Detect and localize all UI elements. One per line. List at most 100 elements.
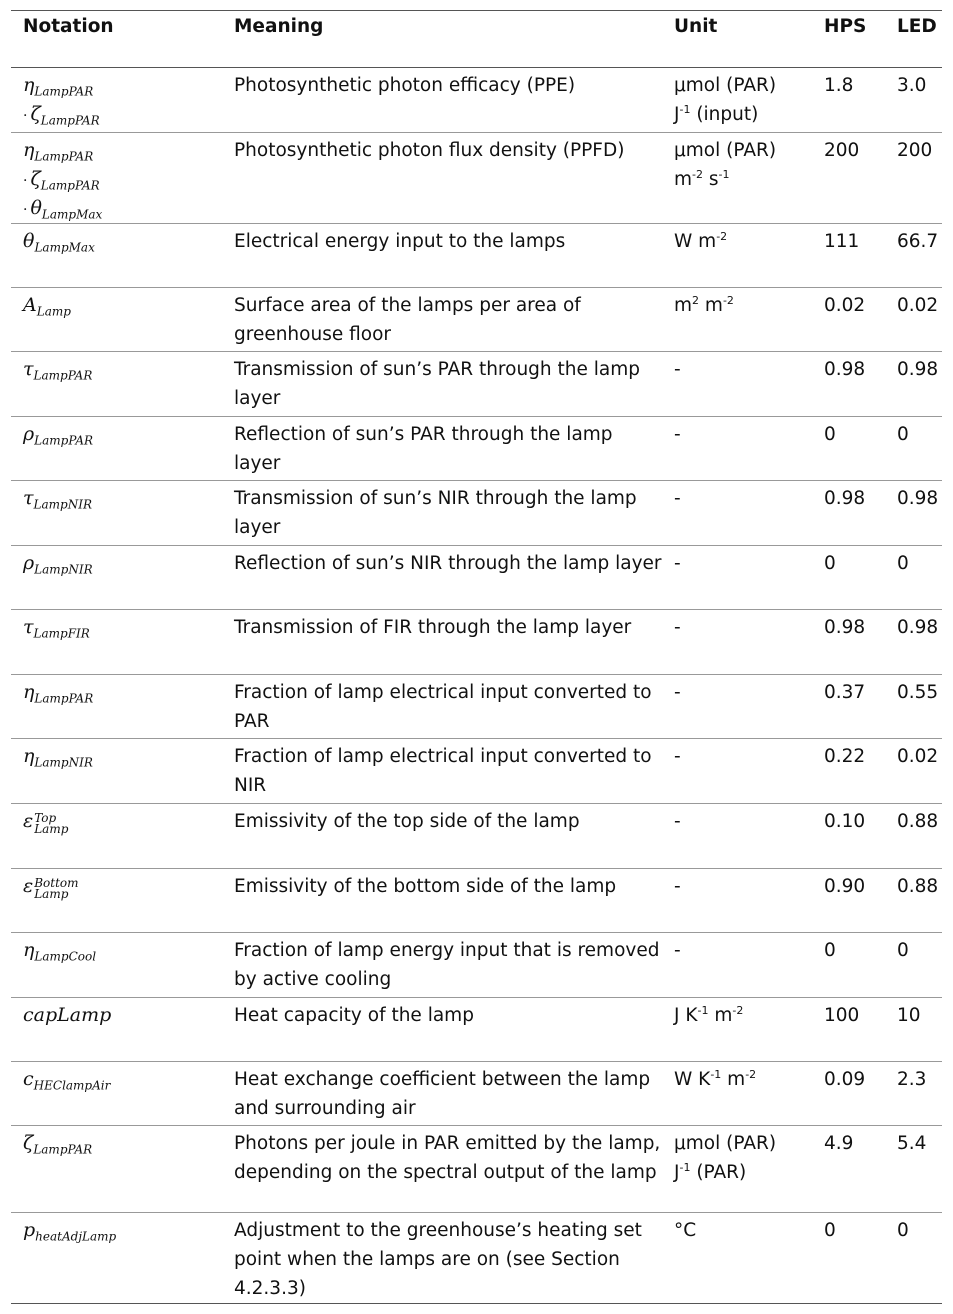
unit-line: - — [674, 420, 812, 449]
notation-subscript: LampMax — [41, 207, 103, 222]
notation-line: ηLampNIR — [23, 742, 222, 771]
notation-subscript: LampFIR — [33, 626, 90, 641]
led-value: 10 — [885, 997, 942, 1062]
notation-cell: ηLampPAR · ζLampPAR · θLampMax — [11, 132, 222, 224]
unit-cell: J K-1 m-2 — [662, 997, 812, 1062]
notation-symbol: ζ — [30, 103, 41, 125]
meaning-cell: Surface area of the lamps per area of gr… — [222, 287, 662, 352]
notation-symbol: θ — [23, 230, 35, 252]
unit-line: μmol (PAR) — [674, 136, 812, 165]
notation-symbol: η — [23, 74, 35, 96]
notation-symbol: ε — [23, 810, 34, 832]
table-row: ηLampPAR · ζLampPAR Photosynthetic photon e… — [11, 67, 942, 133]
unit-text: - — [674, 746, 681, 767]
unit-cell: μmol (PAR) J-1 (PAR) — [662, 1125, 812, 1213]
notation-cell: θLampMax — [11, 223, 222, 288]
meaning-cell: Fraction of lamp energy input that is re… — [222, 932, 662, 998]
unit-cell: - — [662, 416, 812, 481]
table-body: ηLampPAR · ζLampPAR Photosynthetic photon e… — [11, 67, 942, 1304]
notation-line: ε Top Lamp — [23, 807, 222, 836]
notation-cell: ALamp — [11, 287, 222, 352]
notation-symbol: τ — [23, 487, 34, 509]
unit-line: μmol (PAR) — [674, 1129, 812, 1158]
unit-cell: - — [662, 803, 812, 869]
notation-subscript: LampPAR — [33, 368, 93, 383]
notation-cell: ε Bottom Lamp — [11, 868, 222, 933]
hps-value: 0 — [812, 932, 885, 998]
led-value: 0.98 — [885, 480, 942, 546]
middle-dot: · — [23, 173, 28, 189]
meaning-cell: Reflection of sun’s PAR through the lamp… — [222, 416, 662, 481]
notation-symbol: τ — [23, 616, 34, 638]
unit-text: m — [721, 1069, 746, 1090]
notation-subscript: LampNIR — [33, 497, 92, 512]
notation-line: ρLampPAR — [23, 420, 222, 449]
unit-line: - — [674, 742, 812, 771]
table-row: ηLampPAR · ζLampPAR · θLampMax Photosynthetic… — [11, 132, 942, 224]
notation-subscript: LampPAR — [34, 433, 94, 448]
notation-cell: ηLampPAR — [11, 674, 222, 739]
notation-cell: ε Top Lamp — [11, 803, 222, 869]
unit-cell: - — [662, 480, 812, 546]
table-row: τLampPAR Transmission of sun’s PAR throug… — [11, 351, 942, 417]
unit-cell: - — [662, 674, 812, 739]
table-row: capLamp Heat capacity of the lamp J K-1 m-… — [11, 997, 942, 1062]
table-row: ηLampNIR Fraction of lamp electrical inpu… — [11, 738, 942, 804]
notation-line: τLampFIR — [23, 613, 222, 642]
hps-value: 0 — [812, 416, 885, 481]
unit-line: - — [674, 872, 812, 901]
unit-text: J — [674, 1162, 680, 1183]
unit-cell: - — [662, 868, 812, 933]
notation-subscript: Lamp — [36, 304, 71, 319]
header-led: LED — [885, 10, 942, 68]
unit-line: - — [674, 807, 812, 836]
notation-cell: τLampNIR — [11, 480, 222, 546]
unit-cell: - — [662, 351, 812, 417]
notation-line: ηLampCool — [23, 936, 222, 965]
meaning-cell: Transmission of sun’s NIR through the la… — [222, 480, 662, 546]
notation-subscript: LampNIR — [34, 755, 93, 770]
notation-line: cHEClampAir — [23, 1065, 222, 1094]
led-value: 0 — [885, 545, 942, 610]
notation-indices: Bottom Lamp — [34, 877, 78, 900]
notation-symbol: η — [23, 745, 35, 767]
led-value: 0.02 — [885, 738, 942, 804]
notation-line: ρLampNIR — [23, 549, 222, 578]
table-row: ρLampNIR Reflection of sun’s NIR through … — [11, 545, 942, 610]
unit-exponent: -2 — [716, 230, 728, 243]
unit-text: m — [699, 295, 723, 316]
led-value: 0.88 — [885, 868, 942, 933]
notation-line: pheatAdjLamp — [23, 1216, 222, 1245]
notation-symbol: η — [23, 939, 35, 961]
notation-cell: ηLampPAR · ζLampPAR — [11, 67, 222, 133]
hps-value: 0.09 — [812, 1061, 885, 1126]
notation-line: · θLampMax — [23, 194, 222, 223]
notation-cell: τLampFIR — [11, 609, 222, 675]
unit-exponent: -2 — [722, 294, 734, 307]
unit-line: °C — [674, 1216, 812, 1245]
unit-cell: m2 m-2 — [662, 287, 812, 352]
meaning-cell: Reflection of sun’s NIR through the lamp… — [222, 545, 662, 610]
notation-line: τLampNIR — [23, 484, 222, 513]
table-row: ζLampPAR Photons per joule in PAR emitted… — [11, 1125, 942, 1213]
unit-cell: - — [662, 932, 812, 998]
meaning-cell: Photosynthetic photon flux density (PPFD… — [222, 132, 662, 224]
hps-value: 0.98 — [812, 480, 885, 546]
hps-value: 0.22 — [812, 738, 885, 804]
table-row: ηLampCool Fraction of lamp energy input t… — [11, 932, 942, 998]
led-value: 0.02 — [885, 287, 942, 352]
led-value: 0.98 — [885, 609, 942, 675]
meaning-cell: Transmission of FIR through the lamp lay… — [222, 609, 662, 675]
unit-exponent: 2 — [692, 294, 700, 307]
unit-text: - — [674, 811, 681, 832]
lamp-parameters-table: Notation Meaning Unit HPS LED ηLampPAR · ζ… — [11, 10, 942, 1304]
unit-line: - — [674, 613, 812, 642]
unit-text: W K — [674, 1069, 711, 1090]
table-row: ALamp Surface area of the lamps per area … — [11, 287, 942, 352]
notation-line: ALamp — [23, 291, 222, 320]
unit-line: W m-2 — [674, 227, 812, 256]
meaning-cell: Photons per joule in PAR emitted by the … — [222, 1125, 662, 1213]
hps-value: 0.37 — [812, 674, 885, 739]
unit-line: - — [674, 678, 812, 707]
led-value: 0 — [885, 1212, 942, 1304]
